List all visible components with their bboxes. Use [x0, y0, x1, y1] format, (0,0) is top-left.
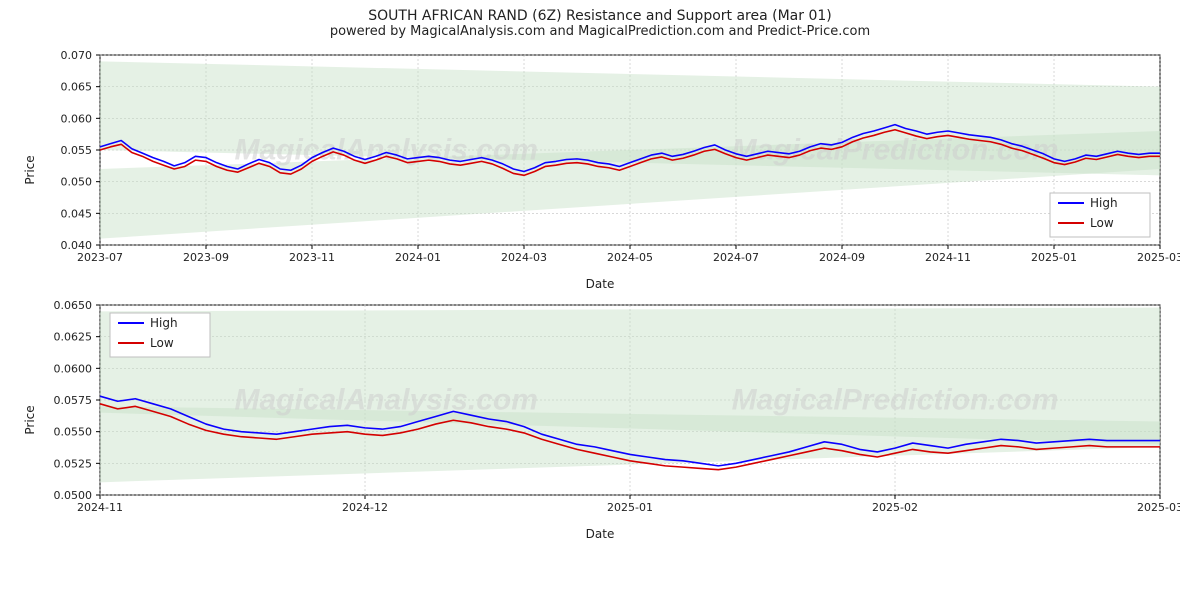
- svg-text:0.045: 0.045: [61, 207, 93, 220]
- svg-text:2025-03: 2025-03: [1137, 251, 1180, 264]
- svg-text:0.0650: 0.0650: [54, 299, 93, 312]
- svg-text:2024-12: 2024-12: [342, 501, 388, 514]
- svg-text:High: High: [1090, 196, 1118, 210]
- svg-text:0.050: 0.050: [61, 176, 93, 189]
- y-axis-label: Price: [23, 405, 37, 434]
- chart-subtitle: powered by MagicalAnalysis.com and Magic…: [0, 24, 1200, 45]
- chart-bottom-svg: 2024-11 2024-12 2025-01 2025-02 2025-03 0.050…: [20, 295, 1180, 525]
- svg-text:MagicalAnalysis.com: MagicalAnalysis.com: [234, 134, 537, 167]
- svg-text:MagicalPrediction.com: MagicalPrediction.com: [732, 384, 1059, 417]
- svg-text:0.065: 0.065: [61, 81, 93, 94]
- svg-text:2024-09: 2024-09: [819, 251, 865, 264]
- svg-text:Low: Low: [150, 336, 174, 350]
- svg-text:2023-07: 2023-07: [77, 251, 123, 264]
- svg-text:2025-01: 2025-01: [1031, 251, 1077, 264]
- chart-bottom: Price 2024-11 2024-12 2025-01 2025-02 2025-0…: [20, 295, 1180, 545]
- svg-text:2023-09: 2023-09: [183, 251, 229, 264]
- svg-text:2024-11: 2024-11: [77, 501, 123, 514]
- svg-text:0.0550: 0.0550: [54, 426, 93, 439]
- svg-text:0.0500: 0.0500: [54, 489, 93, 502]
- svg-text:MagicalPrediction.com: MagicalPrediction.com: [732, 134, 1059, 167]
- svg-text:0.055: 0.055: [61, 144, 93, 157]
- chart-title: SOUTH AFRICAN RAND (6Z) Resistance and S…: [0, 0, 1200, 24]
- svg-text:2025-02: 2025-02: [872, 501, 918, 514]
- svg-text:2025-01: 2025-01: [607, 501, 653, 514]
- chart-top-svg: 2023-07 2023-09 2023-11 2024-01 2024-03 2024-…: [20, 45, 1180, 275]
- svg-text:2024-07: 2024-07: [713, 251, 759, 264]
- svg-text:High: High: [150, 316, 178, 330]
- svg-text:2024-11: 2024-11: [925, 251, 971, 264]
- svg-text:0.0600: 0.0600: [54, 362, 93, 375]
- svg-text:2023-11: 2023-11: [289, 251, 335, 264]
- svg-text:0.070: 0.070: [61, 49, 93, 62]
- svg-text:0.060: 0.060: [61, 112, 93, 125]
- chart-top: Price 2023-07 2023-09 2023-11 2024-01 2024-0…: [20, 45, 1180, 295]
- svg-text:2024-01: 2024-01: [395, 251, 441, 264]
- svg-text:0.040: 0.040: [61, 239, 93, 252]
- y-axis-label: Price: [23, 155, 37, 184]
- svg-text:0.0625: 0.0625: [54, 331, 93, 344]
- x-axis-label: Date: [20, 277, 1180, 291]
- svg-text:2025-03: 2025-03: [1137, 501, 1180, 514]
- svg-text:MagicalAnalysis.com: MagicalAnalysis.com: [234, 384, 537, 417]
- svg-text:0.0575: 0.0575: [54, 394, 93, 407]
- svg-text:2024-03: 2024-03: [501, 251, 547, 264]
- x-axis-label: Date: [20, 527, 1180, 541]
- svg-text:Low: Low: [1090, 216, 1114, 230]
- svg-text:0.0525: 0.0525: [54, 457, 93, 470]
- svg-text:2024-05: 2024-05: [607, 251, 653, 264]
